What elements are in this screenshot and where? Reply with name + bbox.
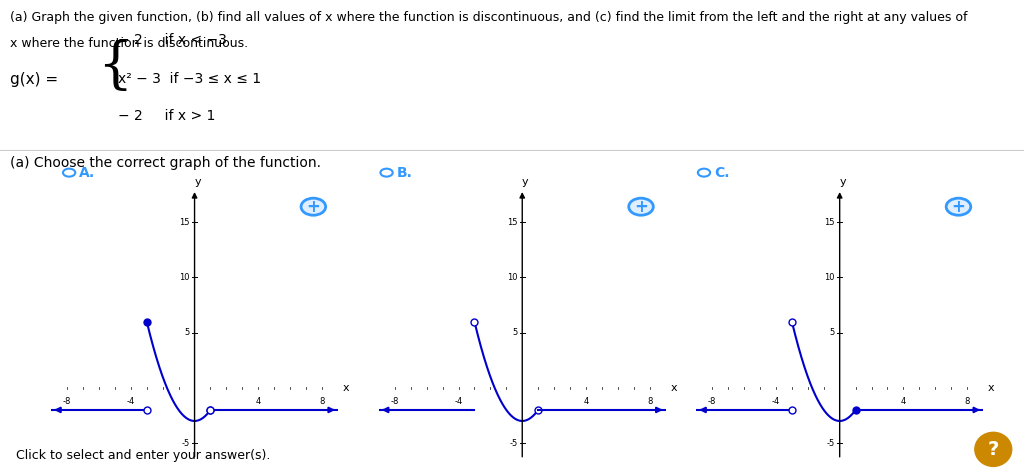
- Text: -8: -8: [62, 397, 72, 406]
- Text: 5: 5: [184, 328, 189, 337]
- Text: x where the function is discontinuous.: x where the function is discontinuous.: [10, 37, 249, 50]
- Text: 8: 8: [965, 397, 970, 406]
- Text: 4: 4: [256, 397, 261, 406]
- Text: − 2     if x > 1: − 2 if x > 1: [118, 109, 215, 123]
- Text: 10: 10: [179, 273, 189, 282]
- Text: -8: -8: [390, 397, 399, 406]
- Text: -8: -8: [708, 397, 717, 406]
- Text: -4: -4: [455, 397, 463, 406]
- Text: 4: 4: [901, 397, 906, 406]
- Text: -4: -4: [127, 397, 135, 406]
- Text: -5: -5: [826, 438, 835, 447]
- Text: -5: -5: [509, 438, 517, 447]
- Text: (a) Graph the given function, (b) find all values of x where the function is dis: (a) Graph the given function, (b) find a…: [10, 10, 968, 24]
- Text: 5: 5: [829, 328, 835, 337]
- Text: C.: C.: [715, 166, 730, 180]
- Text: g(x) =: g(x) =: [10, 71, 58, 87]
- Text: +: +: [951, 198, 966, 216]
- Text: 15: 15: [507, 218, 517, 227]
- Text: +: +: [306, 198, 321, 216]
- Circle shape: [975, 432, 1012, 466]
- Text: A.: A.: [80, 166, 95, 180]
- Text: -5: -5: [181, 438, 189, 447]
- Circle shape: [301, 198, 326, 215]
- Text: x: x: [671, 383, 677, 393]
- Text: x² − 3  if −3 ≤ x ≤ 1: x² − 3 if −3 ≤ x ≤ 1: [118, 71, 261, 86]
- Text: − 2     if x < −3: − 2 if x < −3: [118, 33, 226, 47]
- Text: -4: -4: [772, 397, 780, 406]
- Text: 10: 10: [507, 273, 517, 282]
- Text: (a) Choose the correct graph of the function.: (a) Choose the correct graph of the func…: [10, 156, 322, 170]
- Text: 5: 5: [512, 328, 517, 337]
- Text: x: x: [988, 383, 994, 393]
- Text: 8: 8: [319, 397, 325, 406]
- Text: ?: ?: [987, 440, 999, 459]
- Text: 15: 15: [179, 218, 189, 227]
- Text: 10: 10: [824, 273, 835, 282]
- Circle shape: [946, 198, 971, 215]
- Text: 8: 8: [647, 397, 652, 406]
- Text: y: y: [195, 177, 201, 187]
- Text: 15: 15: [824, 218, 835, 227]
- Text: 4: 4: [584, 397, 589, 406]
- Text: Click to select and enter your answer(s).: Click to select and enter your answer(s)…: [16, 449, 270, 463]
- Text: x: x: [343, 383, 349, 393]
- Text: y: y: [840, 177, 846, 187]
- Text: y: y: [522, 177, 528, 187]
- Text: {: {: [97, 39, 133, 94]
- Text: B.: B.: [397, 166, 413, 180]
- Text: +: +: [634, 198, 648, 216]
- Circle shape: [629, 198, 653, 215]
